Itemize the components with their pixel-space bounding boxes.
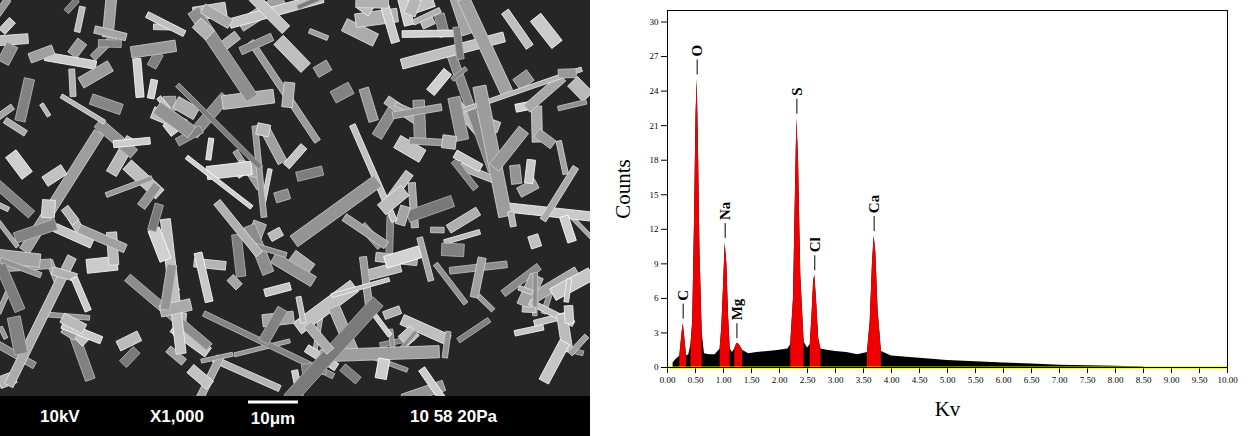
svg-text:9.00: 9.00 (1164, 375, 1180, 385)
svg-text:Mg: Mg (729, 298, 745, 320)
svg-text:7.00: 7.00 (1052, 375, 1068, 385)
svg-text:6: 6 (654, 293, 659, 303)
svg-text:27: 27 (650, 51, 660, 61)
svg-text:Ca: Ca (866, 194, 882, 213)
svg-text:Kv: Kv (935, 397, 961, 421)
svg-text:8.00: 8.00 (1108, 375, 1124, 385)
svg-text:0.00: 0.00 (660, 375, 676, 385)
svg-text:9: 9 (654, 259, 659, 269)
svg-text:10.00: 10.00 (1217, 375, 1238, 385)
svg-text:5.00: 5.00 (940, 375, 956, 385)
svg-text:9.50: 9.50 (1192, 375, 1208, 385)
svg-text:21: 21 (650, 121, 659, 131)
svg-text:2.00: 2.00 (772, 375, 788, 385)
svg-text:7.50: 7.50 (1080, 375, 1096, 385)
svg-text:1.00: 1.00 (716, 375, 732, 385)
svg-text:4.00: 4.00 (884, 375, 900, 385)
svg-text:10kV: 10kV (40, 407, 80, 426)
svg-text:S: S (789, 87, 805, 95)
svg-text:3: 3 (654, 328, 659, 338)
svg-text:Cl: Cl (807, 237, 823, 252)
svg-text:3.50: 3.50 (856, 375, 872, 385)
svg-text:12: 12 (650, 224, 659, 234)
svg-text:15: 15 (650, 190, 660, 200)
svg-text:4.50: 4.50 (912, 375, 928, 385)
svg-text:Na: Na (717, 201, 733, 220)
svg-text:6.00: 6.00 (996, 375, 1012, 385)
svg-text:5.50: 5.50 (968, 375, 984, 385)
svg-text:18: 18 (650, 155, 660, 165)
svg-text:6.50: 6.50 (1024, 375, 1040, 385)
svg-text:C: C (675, 290, 691, 301)
svg-text:0.50: 0.50 (688, 375, 704, 385)
svg-text:2.50: 2.50 (800, 375, 816, 385)
svg-text:24: 24 (650, 86, 660, 96)
svg-text:O: O (689, 45, 705, 57)
svg-text:0: 0 (654, 362, 659, 372)
svg-text:10μm: 10μm (251, 409, 295, 428)
svg-text:30: 30 (650, 17, 660, 27)
svg-text:10 58 20Pa: 10 58 20Pa (410, 407, 498, 426)
svg-text:8.50: 8.50 (1136, 375, 1152, 385)
svg-text:Counts: Counts (611, 159, 635, 219)
svg-text:3.00: 3.00 (828, 375, 844, 385)
svg-text:1.50: 1.50 (744, 375, 760, 385)
svg-text:X1,000: X1,000 (150, 407, 204, 426)
